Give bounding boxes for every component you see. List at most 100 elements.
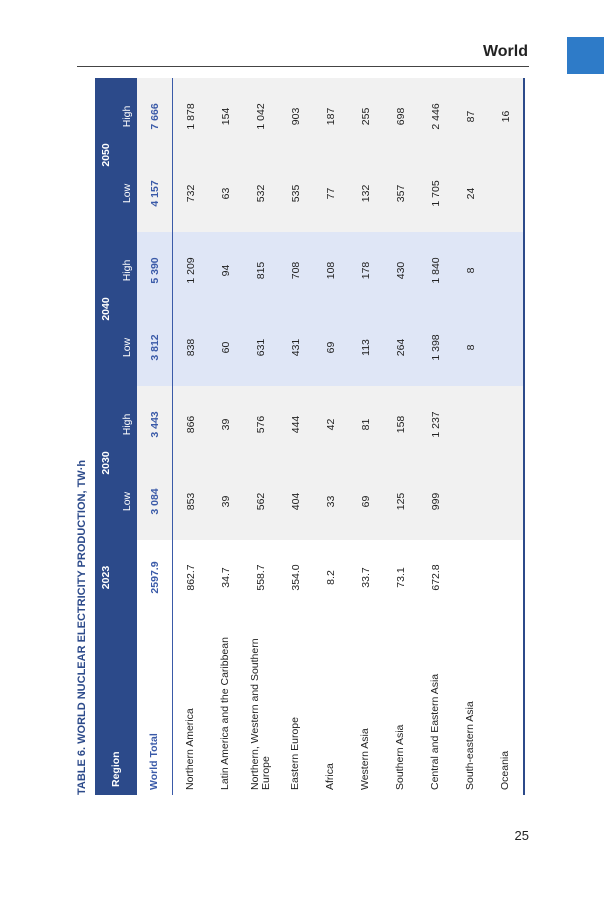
value-cell: 3 443	[137, 385, 173, 463]
value-cell: 999	[418, 463, 453, 540]
value-cell	[488, 231, 524, 309]
region-cell: Eastern Europe	[289, 717, 301, 790]
value-cell: 108	[313, 231, 348, 309]
table-row: Central and Eastern Asia 672.8 999 1 237 1 3…	[418, 77, 453, 795]
value-cell: 42	[313, 385, 348, 463]
value-cell: 5 390	[137, 231, 173, 309]
high-header: High	[116, 231, 137, 309]
value-cell	[453, 463, 488, 540]
value-cell: 866	[172, 385, 208, 463]
year-header: 2040	[95, 231, 116, 386]
value-cell	[488, 463, 524, 540]
region-header: Region	[95, 615, 137, 795]
value-cell: 404	[278, 463, 313, 540]
table-row: Africa 8.2 33 42 69 108 77 187	[313, 77, 348, 795]
value-cell: 158	[383, 385, 418, 463]
value-cell: 698	[383, 77, 418, 155]
value-cell	[488, 154, 524, 232]
value-cell	[488, 385, 524, 463]
value-cell: 73.1	[394, 567, 407, 588]
value-cell: 39	[208, 463, 243, 540]
table-head: Region 2023 2030 2040 2050 Low High Low High Low H…	[95, 77, 137, 795]
value-cell: 430	[383, 231, 418, 309]
value-cell: 125	[383, 463, 418, 540]
value-cell	[488, 308, 524, 386]
value-cell: 672.8	[429, 564, 442, 591]
table-row: South-eastern Asia 8 8 24 87	[453, 77, 488, 795]
value-cell: 631	[243, 308, 278, 386]
table-body: World Total 2597.9 3 084 3 443 3 812 5 390 4 1…	[137, 77, 524, 795]
value-cell	[488, 540, 524, 615]
value-cell: 69	[348, 463, 383, 540]
value-cell: 1 878	[172, 77, 208, 155]
value-cell: 8	[453, 308, 488, 386]
low-header: Low	[116, 154, 137, 232]
value-cell: 154	[208, 77, 243, 155]
value-cell: 69	[313, 308, 348, 386]
value-cell: 357	[383, 154, 418, 232]
section-title: World	[482, 43, 528, 60]
value-cell: 815	[243, 231, 278, 309]
value-cell: 34.7	[219, 567, 232, 588]
value-cell: 903	[278, 77, 313, 155]
high-header: High	[116, 77, 137, 155]
value-cell: 444	[278, 385, 313, 463]
low-header: Low	[116, 308, 137, 386]
value-cell: 94	[208, 231, 243, 309]
year-header: 2023	[95, 540, 137, 615]
value-cell: 3 084	[137, 463, 173, 540]
value-cell: 2597.9	[137, 540, 173, 615]
value-cell: 4 157	[137, 154, 173, 232]
year-header: 2050	[95, 77, 116, 232]
value-cell: 2 446	[418, 77, 453, 155]
table-row: Western Asia 33.7 69 81 113 178 132 255	[348, 77, 383, 795]
region-cell: Latin America and the Caribbean	[219, 637, 231, 790]
value-cell: 39	[208, 385, 243, 463]
value-cell: 16	[488, 77, 524, 155]
value-cell: 77	[313, 154, 348, 232]
value-cell: 24	[453, 154, 488, 232]
region-cell: South-eastern Asia	[464, 701, 476, 790]
region-cell: Northern, Western and Southern Europe	[248, 638, 272, 790]
header-row: Region 2023 2030 2040 2050	[95, 77, 137, 795]
value-cell: 264	[383, 308, 418, 386]
table-row: Oceania 16	[488, 77, 524, 795]
section-tab	[567, 37, 604, 74]
value-cell: 1 398	[418, 308, 453, 386]
value-cell: 708	[278, 231, 313, 309]
table-row: Southern Asia 73.1 125 158 264 430 357 698	[383, 77, 418, 795]
value-cell: 1 840	[418, 231, 453, 309]
table-row: Eastern Europe 354.0 404 444 431 708 535 903	[278, 77, 313, 795]
value-cell	[453, 540, 488, 615]
value-cell: 1 209	[172, 231, 208, 309]
low-header: Low	[116, 463, 137, 540]
value-cell: 1 705	[418, 154, 453, 232]
table-title: TABLE 6. WORLD NUCLEAR ELECTRICITY PRODU…	[76, 459, 88, 795]
region-cell: Central and Eastern Asia	[429, 673, 441, 790]
table-row: Northern, Western and Southern Europe 558…	[243, 77, 278, 795]
value-cell: 1 042	[243, 77, 278, 155]
value-cell: 576	[243, 385, 278, 463]
value-cell: 838	[172, 308, 208, 386]
value-cell: 431	[278, 308, 313, 386]
value-cell: 354.0	[289, 564, 302, 591]
region-cell: Northern America	[184, 708, 196, 790]
value-cell: 87	[453, 77, 488, 155]
data-table: Region 2023 2030 2040 2050 Low High Low High Low H…	[95, 77, 525, 795]
high-header: High	[116, 385, 137, 463]
value-cell: 7 666	[137, 77, 173, 155]
value-cell: 113	[348, 308, 383, 386]
value-cell: 63	[208, 154, 243, 232]
value-cell: 732	[172, 154, 208, 232]
region-cell: Oceania	[499, 750, 511, 790]
table-row: Latin America and the Caribbean 34.7 39 39 6…	[208, 77, 243, 795]
value-cell: 178	[348, 231, 383, 309]
value-cell: 8.2	[324, 570, 337, 585]
value-cell: 81	[348, 385, 383, 463]
value-cell: 255	[348, 77, 383, 155]
value-cell: 862.7	[184, 564, 197, 591]
value-cell: 535	[278, 154, 313, 232]
region-cell: Africa	[324, 763, 336, 790]
table-row: World Total 2597.9 3 084 3 443 3 812 5 390 4 1…	[137, 77, 173, 795]
